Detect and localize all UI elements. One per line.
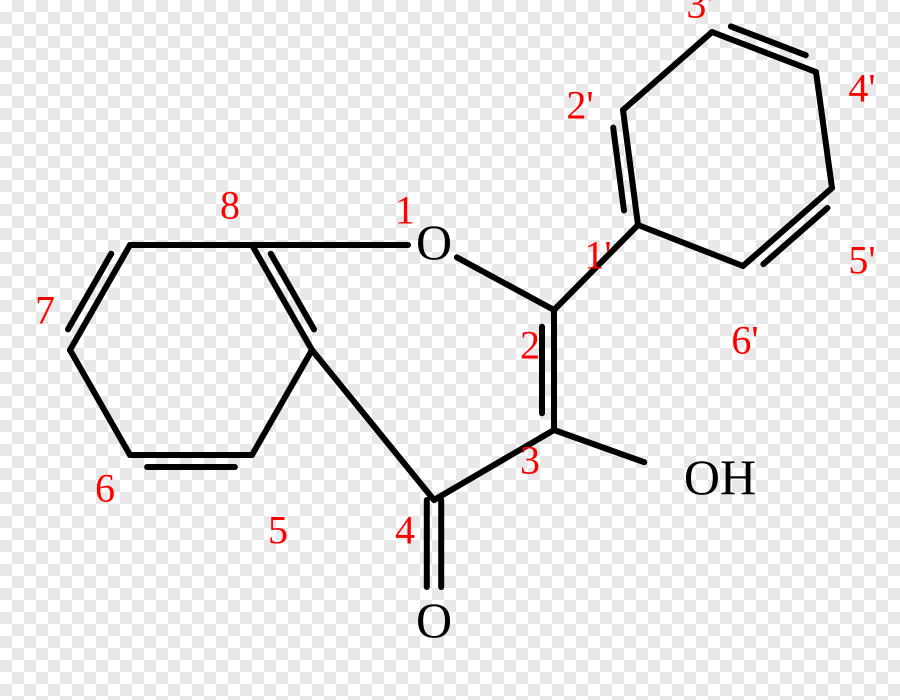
position-number: 1' bbox=[584, 233, 611, 278]
atom-label: O bbox=[416, 214, 452, 270]
position-number: 5 bbox=[268, 508, 288, 553]
position-number: 4' bbox=[848, 66, 875, 111]
position-number: 4 bbox=[395, 508, 415, 553]
bond bbox=[312, 350, 434, 500]
position-number: 3 bbox=[520, 438, 540, 483]
molecule-diagram: O O OH 1 2 3 4 5 6 7 8 1' 2' 3' 4' 5' 6' bbox=[0, 0, 900, 700]
labels-layer: O O OH 1 2 3 4 5 6 7 8 1' 2' 3' 4' 5' 6' bbox=[35, 0, 876, 648]
bond bbox=[743, 188, 832, 266]
position-number: 2 bbox=[520, 323, 540, 368]
bond bbox=[252, 245, 312, 350]
atom-label: O bbox=[416, 592, 452, 648]
bond bbox=[613, 128, 624, 211]
bond bbox=[816, 72, 832, 188]
atom-label: OH bbox=[684, 449, 756, 505]
position-number: 7 bbox=[35, 288, 55, 333]
bond bbox=[623, 32, 712, 110]
position-number: 3' bbox=[686, 0, 713, 27]
position-number: 2' bbox=[566, 83, 593, 128]
position-number: 5' bbox=[848, 238, 875, 283]
bond bbox=[252, 350, 312, 455]
bond bbox=[638, 225, 743, 266]
position-number: 6' bbox=[731, 318, 758, 363]
bond bbox=[457, 257, 554, 310]
position-number: 8 bbox=[220, 183, 240, 228]
bond bbox=[70, 350, 130, 455]
bond bbox=[70, 245, 130, 350]
position-number: 1 bbox=[395, 188, 415, 233]
bond bbox=[554, 430, 644, 462]
position-number: 6 bbox=[95, 466, 115, 511]
